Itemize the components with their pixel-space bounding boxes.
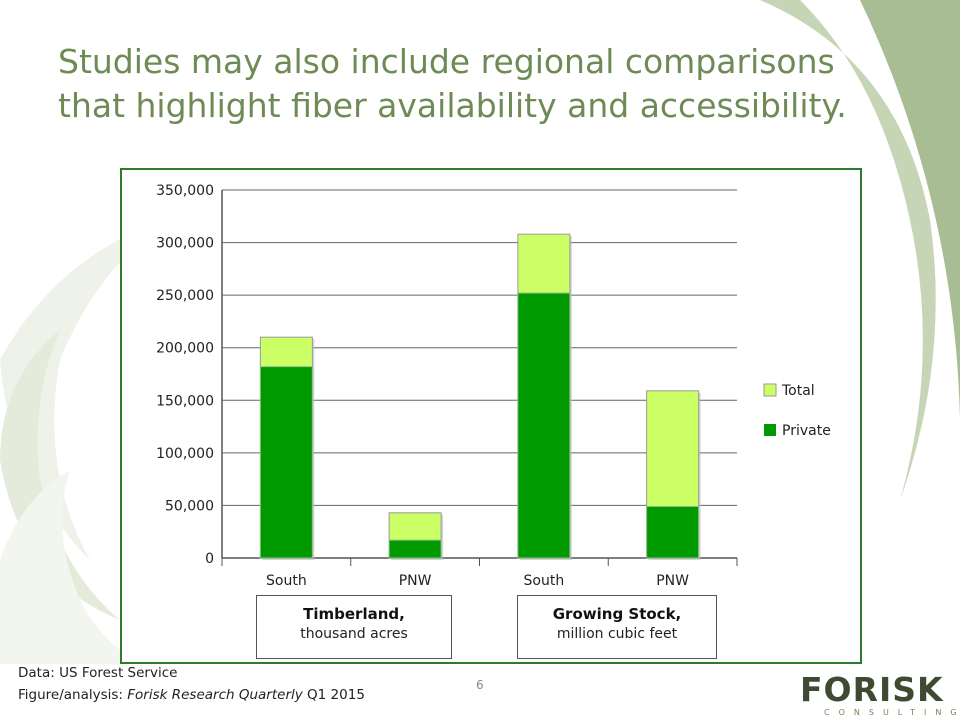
y-tick-label: 0 (205, 551, 214, 567)
group-bold-label: Timberland, (303, 605, 405, 623)
legend-label: Private (782, 423, 831, 439)
y-tick-label: 250,000 (156, 288, 214, 304)
stacked-bar-chart: 0 50,000 100,000 150,000 200,000 250,000 300,0… (156, 183, 831, 589)
group-bold-label: Growing Stock, (552, 605, 682, 623)
source-note: Data: US Forest Service Figure/analysis:… (18, 662, 365, 706)
y-tick-label: 50,000 (165, 498, 214, 514)
group-unit-label: million cubic feet (556, 626, 678, 642)
logo-subtitle: CONSULTING (824, 708, 960, 717)
analysis-publication: Forisk Research Quarterly (127, 687, 303, 703)
analysis-prefix: Figure/analysis: (18, 687, 128, 703)
x-category-label: South (266, 573, 307, 589)
bar-private (517, 292, 571, 559)
bar-private (388, 539, 442, 559)
slide-title: Studies may also include regional compar… (58, 40, 918, 128)
y-tick-label: 150,000 (156, 393, 214, 409)
y-tick-label: 350,000 (156, 183, 214, 199)
y-tick-label: 300,000 (156, 236, 214, 252)
category-group-timberland: Timberland, thousand acres (256, 595, 452, 659)
x-category-label: PNW (399, 573, 432, 589)
x-category-label: PNW (656, 573, 689, 589)
y-tick-label: 100,000 (156, 446, 214, 462)
bar-private (646, 505, 700, 559)
legend-swatch (764, 424, 776, 436)
analysis-suffix: Q1 2015 (302, 687, 365, 703)
y-tick-label: 200,000 (156, 341, 214, 357)
chart-legend: Total Private (763, 383, 831, 439)
logo-name: FORISK (800, 670, 944, 709)
bar-private (259, 366, 313, 559)
x-axis-labels: South PNW South PNW (266, 573, 689, 589)
title-line-1: Studies may also include regional compar… (58, 42, 835, 81)
chart-bars (259, 233, 701, 560)
chart-frame: 0 50,000 100,000 150,000 200,000 250,000 300,0… (120, 168, 862, 664)
forisk-logo: FORISK CONSULTING (800, 672, 960, 718)
group-unit-label: thousand acres (300, 626, 408, 642)
source-line: Data: US Forest Service (18, 665, 178, 681)
category-group-growing-stock: Growing Stock, million cubic feet (517, 595, 717, 659)
title-line-2: that highlight fiber availability and ac… (58, 86, 847, 125)
legend-swatch (763, 383, 777, 397)
x-category-label: South (524, 573, 565, 589)
page-number: 6 (476, 678, 484, 692)
analysis-line: Figure/analysis: Forisk Research Quarter… (18, 684, 365, 706)
y-axis-ticks: 0 50,000 100,000 150,000 200,000 250,000 300,0… (156, 183, 214, 567)
legend-label: Total (781, 383, 815, 399)
